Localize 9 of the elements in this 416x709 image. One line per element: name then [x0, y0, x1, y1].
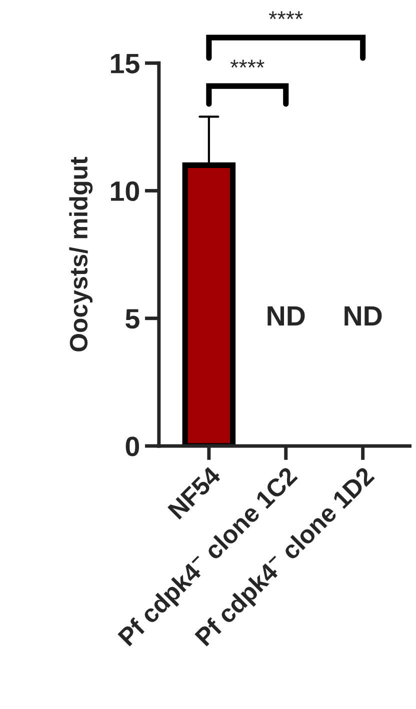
y-tick-label: 10 [111, 181, 140, 202]
text: **** [268, 11, 303, 20]
y-tick-label: 5 [126, 309, 140, 329]
y-tick-label: 15 [111, 54, 140, 74]
annotation: ND [268, 306, 305, 326]
annotation: ND [344, 306, 382, 326]
annotation: **** [230, 60, 264, 68]
y-tick-label: 0 [126, 436, 140, 456]
y-axis-title: Oocysts/ midgut [69, 156, 93, 352]
